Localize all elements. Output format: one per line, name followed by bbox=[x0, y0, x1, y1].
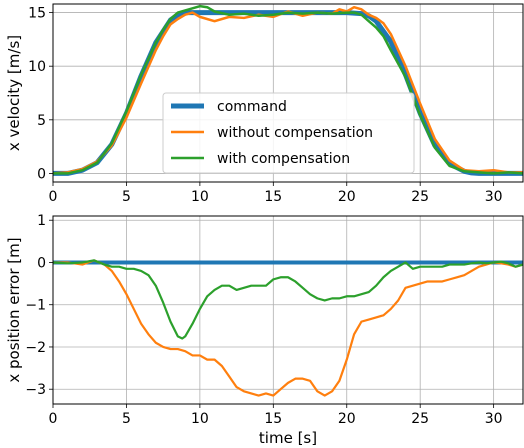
legend-label-without-compensation: without compensation bbox=[217, 125, 373, 141]
position-error-y-tick-label: −2 bbox=[25, 340, 46, 356]
velocity-panel: 0 5 10 15 20 25 30 0 5 10 15 x velocity [m/s] com… bbox=[5, 3, 524, 205]
velocity-y-tick-label: 5 bbox=[37, 113, 46, 129]
position-error-series-with-compensation bbox=[53, 259, 523, 340]
velocity-x-tick-label: 0 bbox=[49, 189, 58, 205]
legend-box bbox=[162, 92, 415, 174]
velocity-x-ticks: 0 5 10 15 20 25 30 bbox=[49, 182, 503, 205]
legend-label-command: command bbox=[217, 99, 287, 115]
position-error-panel: 0 5 10 15 20 25 30 −3 −2 −1 0 1 x position error [… bbox=[5, 213, 524, 447]
position-error-y-tick-label: 1 bbox=[37, 213, 46, 229]
legend: command without compensation with compen… bbox=[162, 92, 415, 174]
legend-label-with-compensation: with compensation bbox=[217, 151, 350, 167]
position-error-x-tick-label: 30 bbox=[485, 411, 503, 427]
position-error-y-ticks: −3 −2 −1 0 1 bbox=[25, 213, 53, 398]
velocity-y-tick-label: 10 bbox=[28, 59, 46, 75]
position-error-x-tick-label: 0 bbox=[49, 411, 58, 427]
position-error-axes-frame bbox=[52, 215, 524, 405]
velocity-y-ticks: 0 5 10 15 bbox=[28, 6, 53, 182]
velocity-x-tick-label: 5 bbox=[122, 189, 131, 205]
velocity-axes-frame bbox=[52, 3, 524, 183]
position-error-series-without-compensation bbox=[53, 259, 523, 397]
position-error-y-axis-label: x position error [m] bbox=[5, 237, 23, 382]
velocity-series bbox=[53, 4, 523, 176]
position-error-grid bbox=[52, 216, 523, 404]
velocity-y-tick-label: 0 bbox=[37, 166, 46, 182]
position-error-series bbox=[53, 259, 523, 397]
position-error-x-tick-label: 5 bbox=[122, 411, 131, 427]
velocity-x-tick-label: 20 bbox=[338, 189, 356, 205]
velocity-y-tick-label: 15 bbox=[28, 6, 46, 22]
velocity-x-tick-label: 10 bbox=[191, 189, 209, 205]
position-error-x-tick-label: 10 bbox=[191, 411, 209, 427]
position-error-y-tick-label: −3 bbox=[25, 382, 46, 398]
position-error-y-tick-label: −1 bbox=[25, 298, 46, 314]
position-error-y-tick-label: 0 bbox=[37, 255, 46, 271]
velocity-y-axis-label: x velocity [m/s] bbox=[5, 35, 23, 151]
velocity-series-with-compensation bbox=[53, 4, 523, 175]
position-error-x-tick-label: 20 bbox=[338, 411, 356, 427]
position-error-x-tick-label: 15 bbox=[264, 411, 282, 427]
velocity-x-tick-label: 15 bbox=[264, 189, 282, 205]
position-error-x-tick-label: 25 bbox=[411, 411, 429, 427]
velocity-x-tick-label: 25 bbox=[411, 189, 429, 205]
position-error-x-ticks: 0 5 10 15 20 25 30 bbox=[49, 404, 503, 427]
x-axis-label: time [s] bbox=[259, 429, 317, 447]
velocity-x-tick-label: 30 bbox=[485, 189, 503, 205]
